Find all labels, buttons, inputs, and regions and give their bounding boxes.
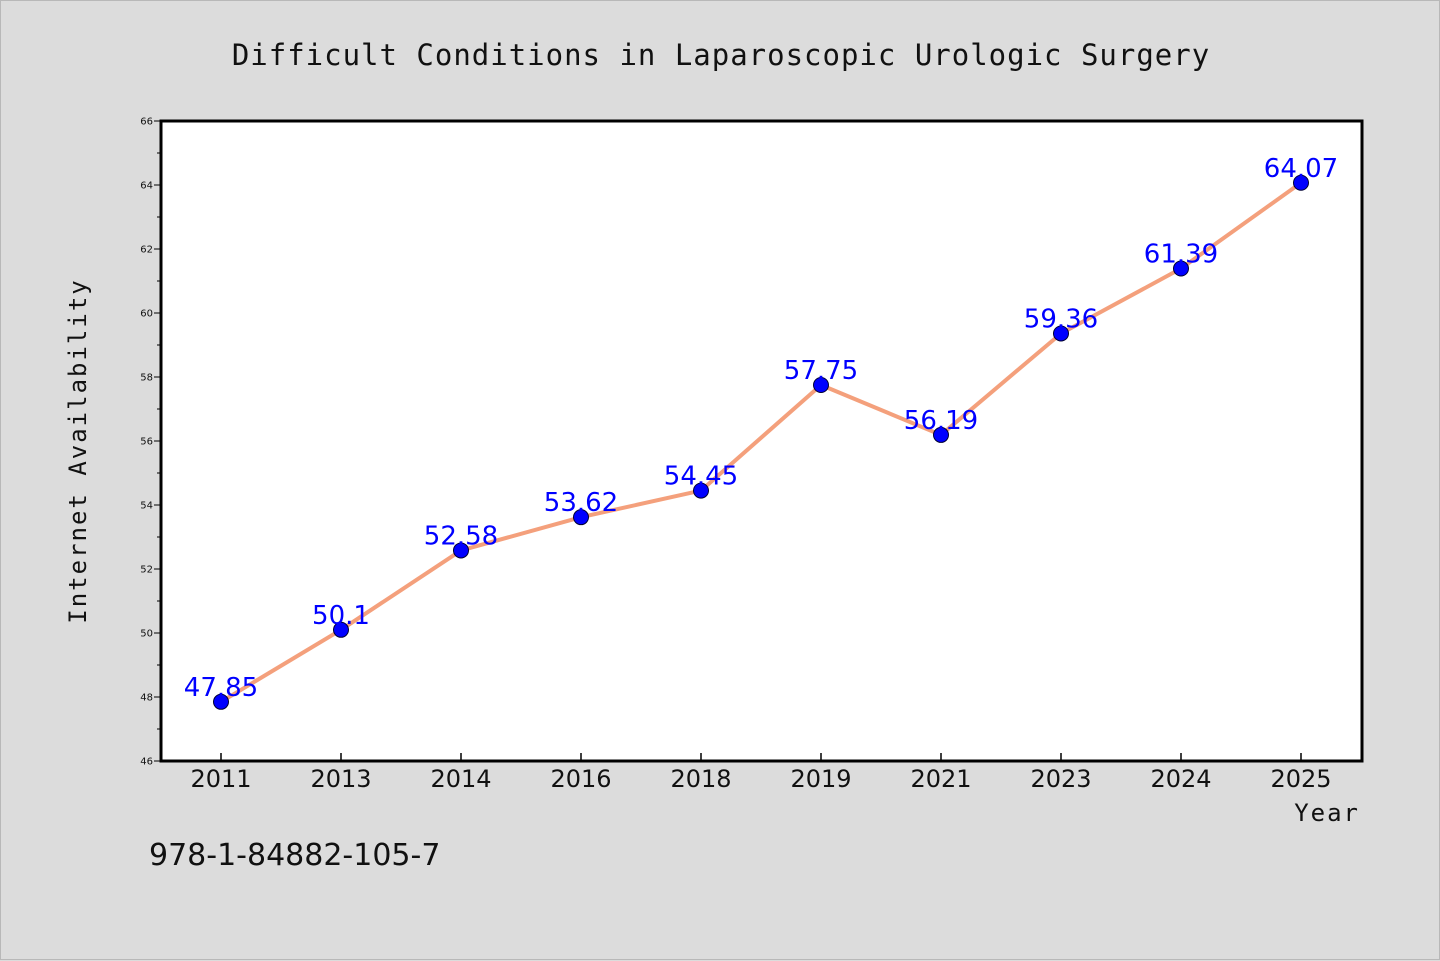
y-tick-label: 54 [140, 501, 153, 512]
data-label: 57.75 [784, 356, 858, 386]
x-tick-label: 2016 [550, 765, 611, 793]
isbn-footnote: 978-1-84882-105-7 [149, 838, 440, 873]
data-point [213, 693, 229, 710]
y-tick-label: 52 [140, 565, 153, 576]
x-tick-label: 2019 [790, 765, 851, 793]
x-tick-label: 2025 [1270, 765, 1331, 793]
data-point [813, 377, 829, 393]
y-tick-label: 66 [140, 117, 153, 128]
series-line [219, 180, 1303, 704]
x-tick-label: 2011 [190, 765, 251, 793]
data-label: 53.62 [544, 488, 618, 518]
y-axis-label: Internet Availability [64, 278, 92, 623]
data-point [933, 426, 949, 443]
chart-title: Difficult Conditions in Laparoscopic Uro… [232, 38, 1210, 72]
plot-area [159, 119, 1364, 763]
data-point [453, 542, 469, 559]
data-point [1293, 174, 1309, 191]
data-label: 61.39 [1144, 240, 1218, 270]
data-label: 50.1 [312, 601, 370, 631]
x-tick-label: 2014 [430, 765, 491, 793]
data-label: 47.85 [184, 673, 258, 703]
data-label: 64.07 [1264, 154, 1338, 184]
y-tick-label: 46 [140, 757, 153, 768]
y-tick-label: 50 [140, 629, 153, 640]
y-tick-label: 58 [140, 373, 153, 384]
data-label: 56.19 [904, 406, 978, 436]
data-point [573, 509, 589, 526]
y-tick-label: 56 [140, 437, 153, 448]
data-label: 59.36 [1024, 304, 1098, 334]
y-tick-label: 62 [140, 245, 153, 256]
y-axis: 46 48 50 52 54 56 58 60 62 64 66 [140, 117, 161, 768]
data-point [1053, 325, 1069, 342]
x-tick-label: 2024 [1150, 765, 1211, 793]
data-point [1173, 260, 1189, 277]
data-label: 52.58 [424, 521, 498, 551]
data-markers [213, 174, 1309, 710]
x-axis-label: Year [1294, 799, 1360, 827]
data-point [693, 482, 709, 499]
y-tick-label: 48 [140, 693, 153, 704]
y-tick-label: 64 [140, 181, 153, 192]
data-point [333, 621, 349, 638]
y-tick-label: 60 [140, 309, 153, 320]
x-tick-label: 2023 [1030, 765, 1091, 793]
x-tick-label: 2013 [310, 765, 371, 793]
x-tick-label: 2018 [670, 765, 731, 793]
data-label: 54.45 [664, 462, 738, 492]
x-axis: 2011 2013 2014 2016 2018 2019 2021 2023 2024 2025 [190, 753, 1332, 793]
x-tick-label: 2021 [910, 765, 971, 793]
data-labels: 47.85 50.1 52.58 53.62 54.45 57.75 56.19 59.36 6… [184, 154, 1338, 703]
